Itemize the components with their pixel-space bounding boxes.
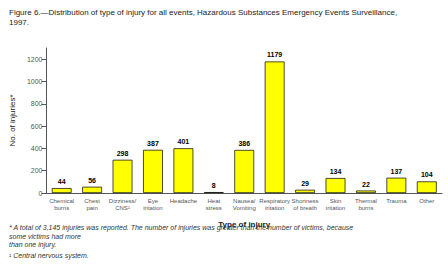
svg-text:than one injury.: than one injury. (9, 241, 56, 249)
svg-text:Chest: Chest (84, 198, 100, 204)
svg-text:Trauma: Trauma (386, 198, 407, 204)
svg-text:some victims had more: some victims had more (9, 233, 81, 240)
svg-text:Headache: Headache (170, 198, 198, 204)
svg-text:298: 298 (117, 150, 129, 157)
svg-text:burns: burns (358, 205, 373, 211)
svg-text:* A total of 3,145 injuries wa: * A total of 3,145 injuries was reported… (9, 224, 355, 232)
svg-text:600: 600 (31, 123, 43, 130)
svg-text:1200: 1200 (27, 56, 43, 63)
svg-text:Thermal: Thermal (355, 198, 377, 204)
svg-text:200: 200 (31, 167, 43, 174)
svg-text:Vomiting: Vomiting (233, 205, 256, 211)
svg-text:401: 401 (178, 138, 190, 145)
svg-text:29: 29 (301, 180, 309, 187)
svg-text:1997.: 1997. (9, 18, 29, 27)
svg-text:Respiratory: Respiratory (259, 198, 290, 204)
svg-text:400: 400 (31, 145, 43, 152)
svg-text:Eye: Eye (148, 198, 159, 204)
svg-text:Nausea/: Nausea/ (233, 198, 256, 204)
svg-text:56: 56 (88, 177, 96, 184)
svg-text:22: 22 (362, 181, 370, 188)
svg-text:iritation: iritation (265, 205, 284, 211)
svg-text:stress: stress (206, 205, 222, 211)
svg-text:iritation: iritation (326, 205, 345, 211)
svg-text:burns: burns (54, 205, 69, 211)
svg-text:Skin: Skin (330, 198, 342, 204)
svg-text:pain: pain (86, 205, 97, 211)
svg-text:iritation: iritation (143, 205, 162, 211)
svg-text:Shortness: Shortness (292, 198, 319, 204)
svg-text:44: 44 (58, 178, 66, 185)
svg-text:1179: 1179 (267, 51, 282, 58)
svg-text:8: 8 (212, 182, 216, 189)
svg-text:Chemical: Chemical (49, 198, 74, 204)
svg-text:¹ Central nervous system.: ¹ Central nervous system. (9, 252, 89, 260)
svg-text:CNS¹: CNS¹ (115, 205, 130, 211)
svg-text:0: 0 (39, 190, 43, 197)
svg-text:134: 134 (330, 168, 342, 175)
svg-text:387: 387 (147, 140, 159, 147)
svg-text:Figure 6.—Distribution of type: Figure 6.—Distribution of type of injury… (9, 8, 397, 17)
svg-text:800: 800 (31, 100, 43, 107)
svg-text:Heat: Heat (207, 198, 220, 204)
svg-text:386: 386 (238, 140, 250, 147)
svg-text:of breath: of breath (293, 205, 317, 211)
svg-text:137: 137 (391, 168, 403, 175)
svg-text:No. of injuries*: No. of injuries* (8, 94, 17, 146)
svg-text:Other: Other (419, 198, 434, 204)
svg-text:Dizziness/: Dizziness/ (109, 198, 137, 204)
svg-text:1000: 1000 (27, 78, 43, 85)
svg-text:104: 104 (421, 171, 433, 178)
